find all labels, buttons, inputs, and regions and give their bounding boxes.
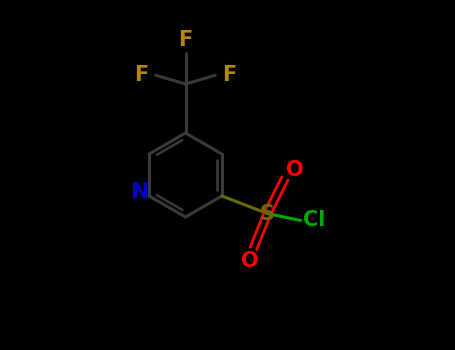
Text: F: F <box>222 65 237 85</box>
Text: O: O <box>286 160 303 180</box>
Text: N: N <box>131 182 150 203</box>
Text: O: O <box>241 251 259 271</box>
Text: F: F <box>178 30 192 50</box>
Text: S: S <box>260 203 275 224</box>
Text: F: F <box>135 65 149 85</box>
Text: Cl: Cl <box>303 210 325 231</box>
